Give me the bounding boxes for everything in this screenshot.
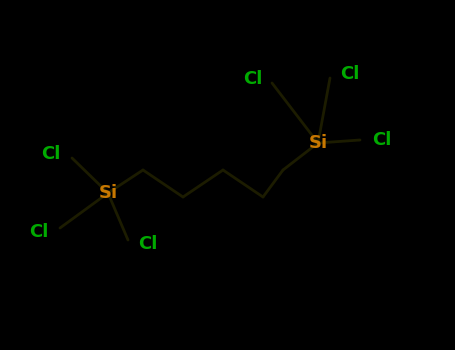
Text: Si: Si: [98, 184, 117, 202]
Text: Cl: Cl: [29, 223, 48, 241]
Text: Si: Si: [308, 134, 328, 152]
Text: Cl: Cl: [40, 145, 60, 163]
Text: Cl: Cl: [138, 235, 157, 253]
Text: Cl: Cl: [372, 131, 391, 149]
Text: Cl: Cl: [243, 70, 262, 88]
Text: Cl: Cl: [340, 65, 359, 83]
